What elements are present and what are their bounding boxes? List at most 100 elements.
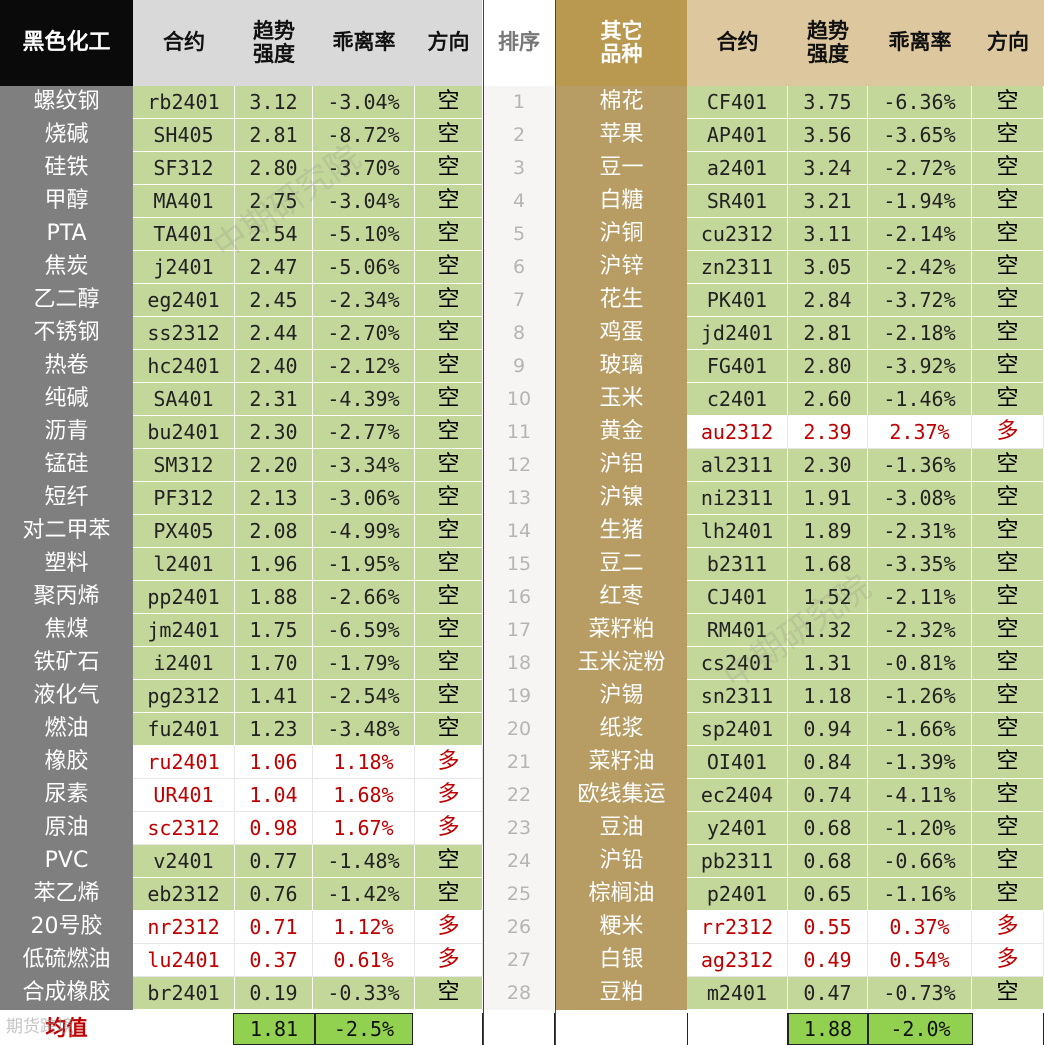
left-contract: i2401 — [133, 647, 235, 680]
right-contract: cu2312 — [687, 218, 788, 251]
left-deviation: -3.48% — [313, 713, 415, 746]
left-direction: 空 — [415, 548, 483, 581]
table-row: 低硫燃油 lu2401 0.37 0.61% 多 27 白银 ag2312 0.49 0.54% 多 — [0, 944, 1044, 977]
right-contract: rr2312 — [687, 911, 788, 944]
left-deviation: -2.66% — [313, 581, 415, 614]
table-row: 液化气 pg2312 1.41 -2.54% 空 19 沪锡 sn2311 1.18 -1.26%… — [0, 680, 1044, 713]
left-contract: SM312 — [133, 449, 235, 482]
right-direction: 空 — [972, 680, 1044, 713]
right-contract: cs2401 — [687, 647, 788, 680]
left-direction: 空 — [415, 515, 483, 548]
rank-number: 8 — [484, 317, 554, 350]
right-trend-strength: 0.55 — [788, 911, 868, 944]
right-deviation: -2.14% — [868, 218, 972, 251]
right-trend-strength: 1.89 — [788, 515, 868, 548]
left-deviation: -3.04% — [313, 86, 415, 119]
right-deviation: -3.92% — [868, 350, 972, 383]
table-row: 橡胶 ru2401 1.06 1.18% 多 21 菜籽油 OI401 0.84 -1.39% 空 — [0, 746, 1044, 779]
table-row: 燃油 fu2401 1.23 -3.48% 空 20 纸浆 sp2401 0.94 -1.66% 空 — [0, 713, 1044, 746]
left-direction: 空 — [415, 977, 483, 1010]
left-direction: 空 — [415, 449, 483, 482]
average-left-direction-blank — [413, 1013, 483, 1045]
right-commodity-name: 粳米 — [556, 911, 687, 944]
rank-number: 18 — [484, 647, 554, 680]
right-direction: 空 — [972, 317, 1044, 350]
header-left-contract: 合约 — [133, 0, 235, 86]
left-trend-strength: 2.75 — [235, 185, 313, 218]
left-deviation: -1.48% — [313, 845, 415, 878]
right-direction: 空 — [972, 218, 1044, 251]
left-direction: 空 — [415, 647, 483, 680]
right-contract: au2312 — [687, 416, 788, 449]
left-commodity-name: 焦煤 — [0, 614, 133, 647]
right-commodity-name: 花生 — [556, 284, 687, 317]
table-row: 尿素 UR401 1.04 1.68% 多 22 欧线集运 ec2404 0.74 -4.11% 空 — [0, 779, 1044, 812]
right-deviation: -0.66% — [868, 845, 972, 878]
right-commodity-name: 纸浆 — [556, 713, 687, 746]
table-row: 苯乙烯 eb2312 0.76 -1.42% 空 25 棕榈油 p2401 0.65 -1.16%… — [0, 878, 1044, 911]
divider-left — [483, 0, 484, 1045]
left-direction: 空 — [415, 218, 483, 251]
right-direction: 空 — [972, 614, 1044, 647]
left-commodity-name: 橡胶 — [0, 746, 133, 779]
right-trend-strength: 1.52 — [788, 581, 868, 614]
left-trend-strength: 1.88 — [235, 581, 313, 614]
table-row: 焦煤 jm2401 1.75 -6.59% 空 17 菜籽粕 RM401 1.32 -2.32% 空 — [0, 614, 1044, 647]
left-trend-strength: 2.40 — [235, 350, 313, 383]
left-deviation: -0.33% — [313, 977, 415, 1010]
average-right-direction-blank — [973, 1013, 1044, 1045]
right-commodity-name: 豆油 — [556, 812, 687, 845]
left-deviation: -3.70% — [313, 152, 415, 185]
right-trend-strength: 1.32 — [788, 614, 868, 647]
left-contract: fu2401 — [133, 713, 235, 746]
left-commodity-name: 20号胶 — [0, 911, 133, 944]
left-deviation: 1.12% — [313, 911, 415, 944]
left-direction: 空 — [415, 581, 483, 614]
left-direction: 空 — [415, 713, 483, 746]
rank-number: 17 — [484, 614, 554, 647]
right-trend-strength: 2.84 — [788, 284, 868, 317]
header-left-group: 黑色化工 — [0, 0, 133, 86]
right-deviation: -1.16% — [868, 878, 972, 911]
right-contract: CF401 — [687, 86, 788, 119]
right-contract: CJ401 — [687, 581, 788, 614]
right-direction: 空 — [972, 812, 1044, 845]
right-commodity-name: 豆粕 — [556, 977, 687, 1010]
rank-number: 19 — [484, 680, 554, 713]
right-trend-strength: 3.05 — [788, 251, 868, 284]
right-trend-strength: 2.60 — [788, 383, 868, 416]
right-deviation: -2.11% — [868, 581, 972, 614]
left-direction: 空 — [415, 845, 483, 878]
left-commodity-name: 短纤 — [0, 482, 133, 515]
left-contract: pg2312 — [133, 680, 235, 713]
left-trend-strength: 1.23 — [235, 713, 313, 746]
rank-number: 20 — [484, 713, 554, 746]
left-direction: 空 — [415, 185, 483, 218]
left-contract: SF312 — [133, 152, 235, 185]
left-contract: eb2312 — [133, 878, 235, 911]
rank-number: 27 — [484, 944, 554, 977]
table-row: 烧碱 SH405 2.81 -8.72% 空 2 苹果 AP401 3.56 -3.65% 空 — [0, 119, 1044, 152]
left-commodity-name: 烧碱 — [0, 119, 133, 152]
left-trend-strength: 2.13 — [235, 482, 313, 515]
rank-number: 15 — [484, 548, 554, 581]
left-contract: SA401 — [133, 383, 235, 416]
left-direction: 空 — [415, 614, 483, 647]
right-contract: pb2311 — [687, 845, 788, 878]
left-contract: br2401 — [133, 977, 235, 1010]
right-trend-strength: 0.94 — [788, 713, 868, 746]
left-trend-strength: 2.44 — [235, 317, 313, 350]
table-row: PVC v2401 0.77 -1.48% 空 24 沪铅 pb2311 0.68 -0.66% 空 — [0, 845, 1044, 878]
left-commodity-name: PTA — [0, 218, 133, 251]
header-right-trend-line1: 趋势 — [807, 18, 849, 43]
right-trend-strength: 1.91 — [788, 482, 868, 515]
right-deviation: -4.11% — [868, 779, 972, 812]
left-commodity-name: 铁矿石 — [0, 647, 133, 680]
right-trend-strength: 1.18 — [788, 680, 868, 713]
average-right-contract-blank — [688, 1013, 788, 1045]
right-direction: 空 — [972, 515, 1044, 548]
left-trend-strength: 2.20 — [235, 449, 313, 482]
right-contract: m2401 — [687, 977, 788, 1010]
right-trend-strength: 0.47 — [788, 977, 868, 1010]
right-direction: 多 — [972, 416, 1044, 449]
